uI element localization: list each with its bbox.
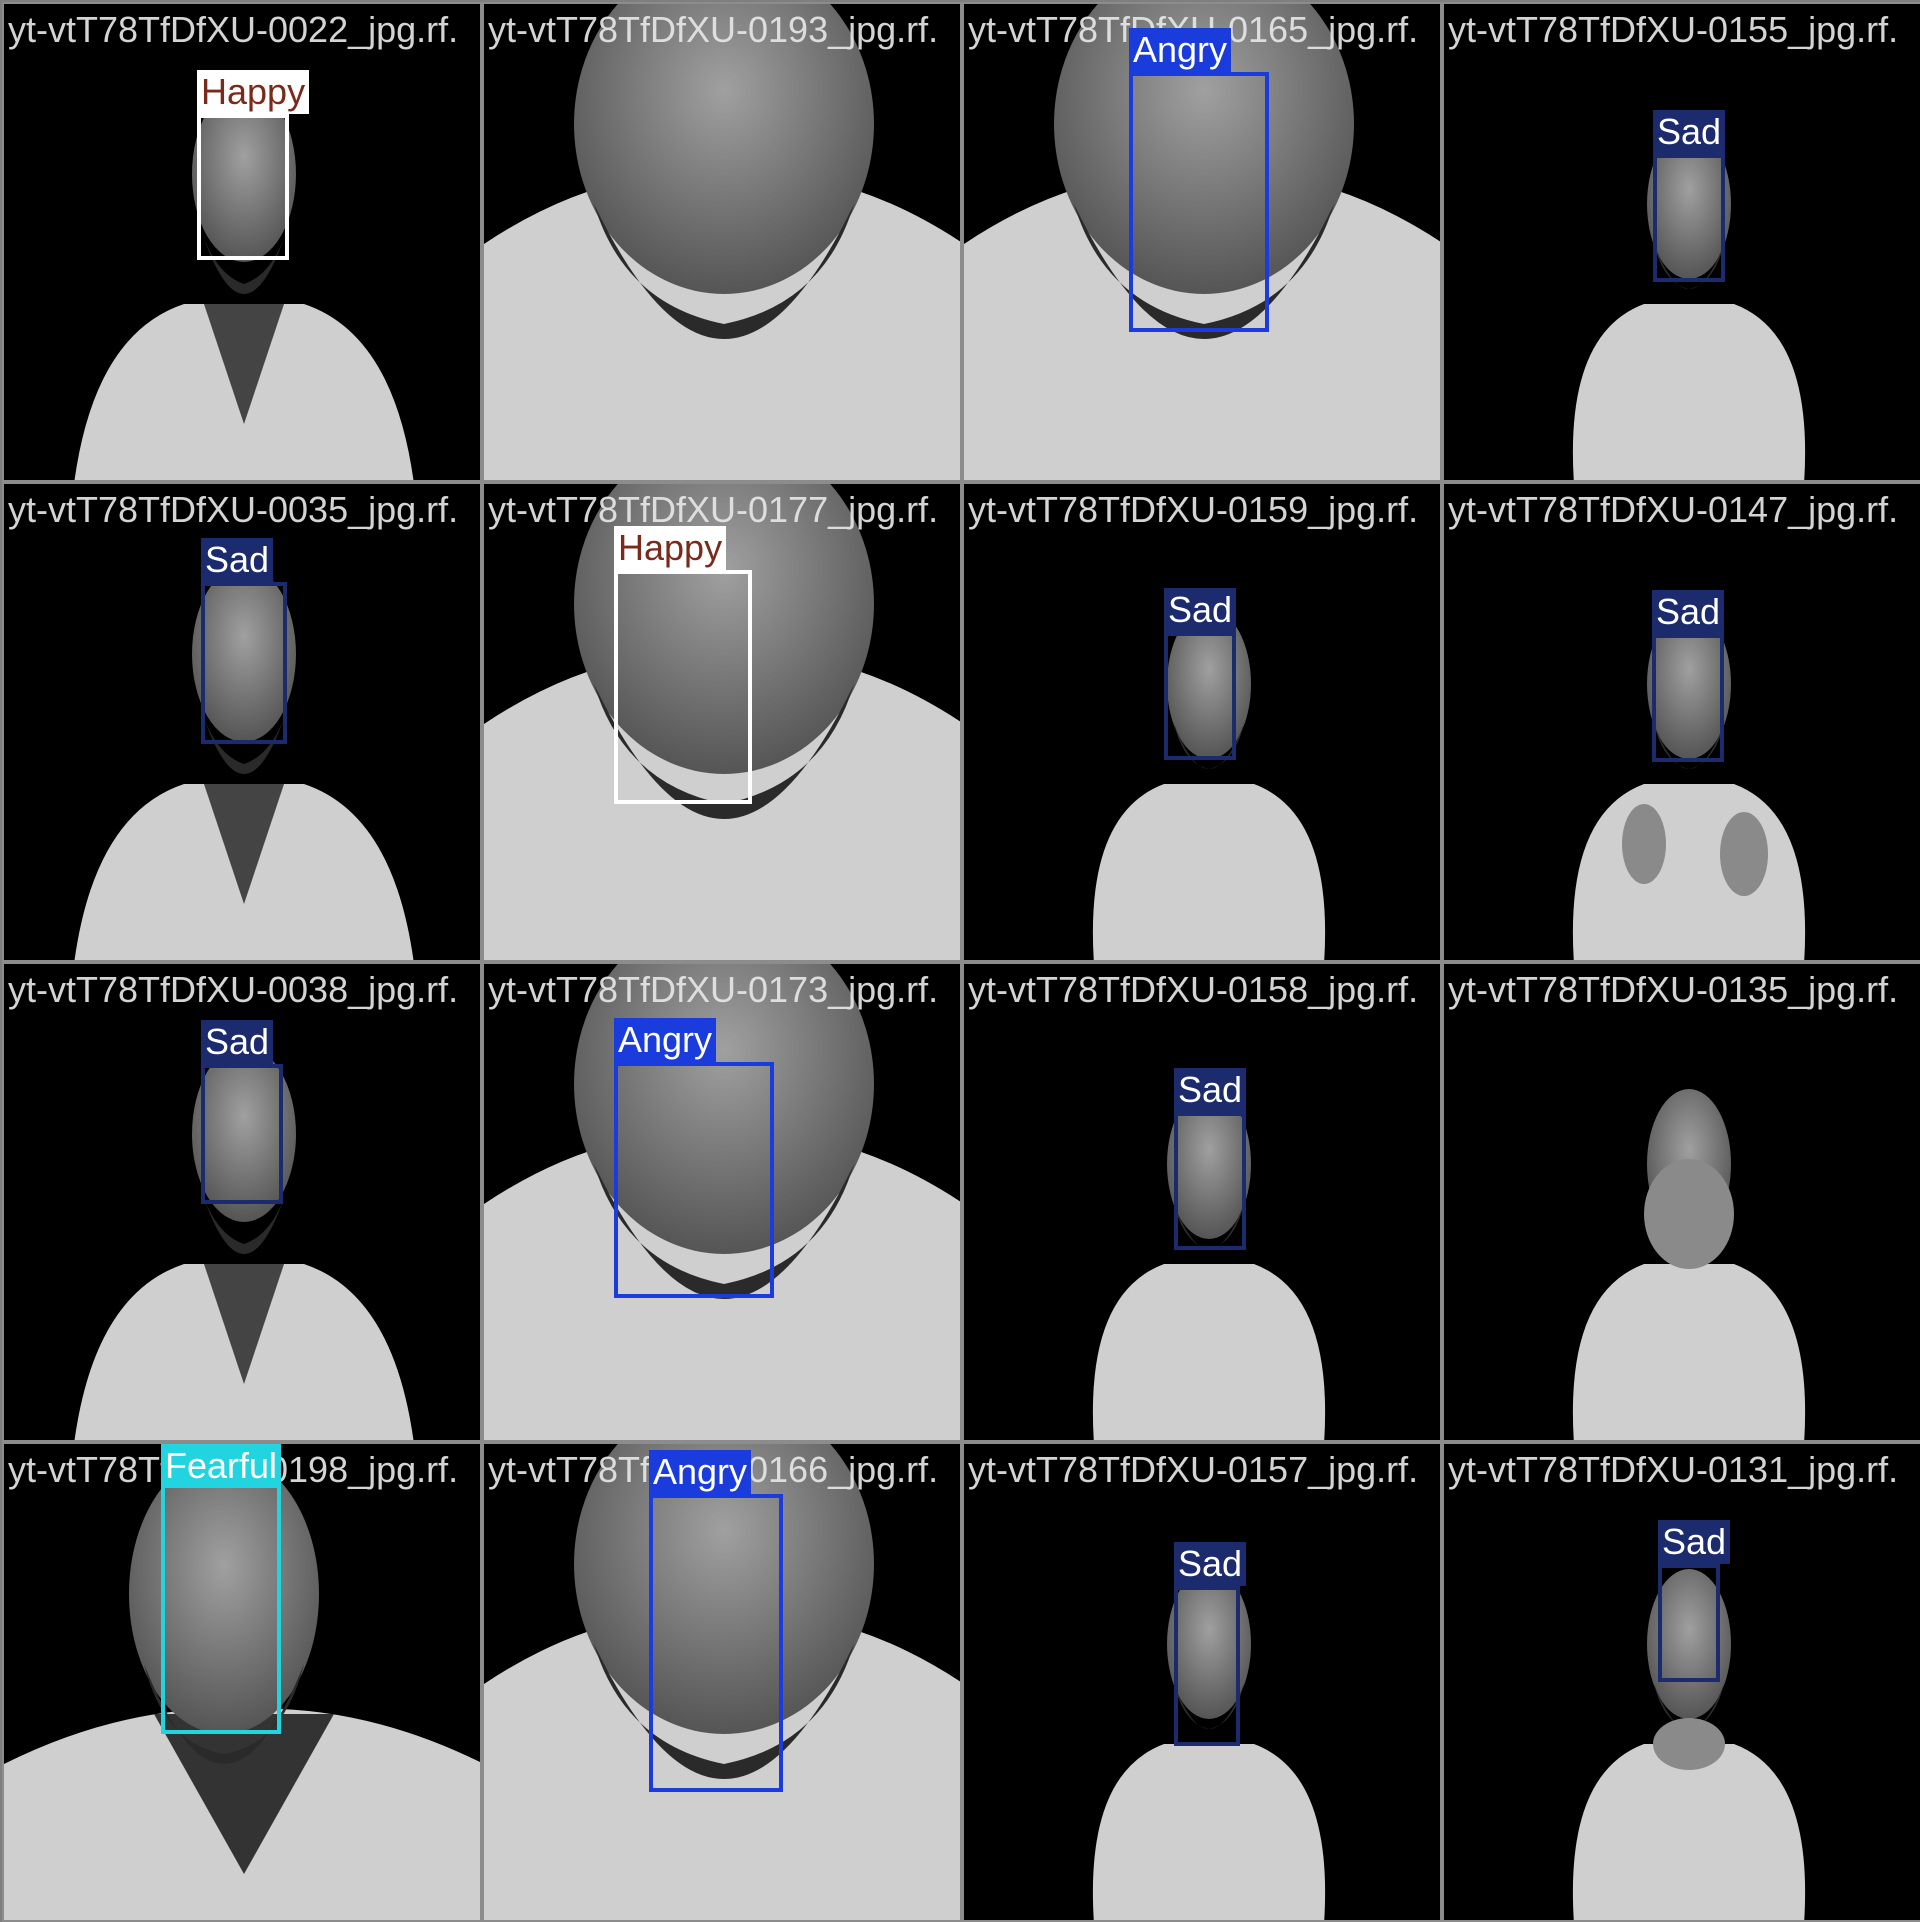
image-filename: yt-vtT78TfDfXU-0155_jpg.rf. — [1448, 9, 1899, 50]
class-label: Fearful — [161, 1444, 282, 1488]
face-photo — [964, 964, 1440, 1440]
face-photo — [964, 4, 1440, 480]
class-label: Happy — [614, 526, 727, 570]
bounding-box — [614, 570, 752, 804]
face-photo — [484, 964, 960, 1440]
image-tile: yt-vtT78TfDfXU-0165_jpg.rf.Angry — [962, 2, 1442, 482]
bounding-box — [1174, 1112, 1246, 1250]
face-photo — [4, 484, 480, 960]
image-tile: yt-vtT78TfDfXU-0131_jpg.rf. Sad — [1442, 1442, 1920, 1922]
bounding-box — [197, 114, 289, 260]
class-label: Sad — [1653, 110, 1726, 154]
bounding-box — [1129, 72, 1269, 332]
bounding-box — [1658, 1564, 1720, 1682]
image-tile: yt-vtT78TfDfXU-0173_jpg.rf. Angry — [482, 962, 962, 1442]
image-filename: yt-vtT78TfDfXU-0147_jpg.rf. — [1448, 489, 1899, 530]
bounding-box — [1174, 1586, 1240, 1746]
face-photo — [964, 1444, 1440, 1920]
class-label: Sad — [1652, 590, 1725, 634]
image-tile: yt-vtT78TfDfXU-0035_jpg.rf. Sad — [2, 482, 482, 962]
class-label: Sad — [201, 538, 274, 582]
image-tile: yt-vtT78TfDfXU-0157_jpg.rf. Sad — [962, 1442, 1442, 1922]
bounding-box — [161, 1480, 281, 1734]
bounding-box — [201, 582, 287, 744]
image-tile: yt-vtT78TfDfXU-0158_jpg.rf. Sad — [962, 962, 1442, 1442]
class-label: Angry — [614, 1018, 717, 1062]
face-photo — [4, 1444, 480, 1920]
image-filename: yt-vtT78TfDfXU-0135_jpg.rf. — [1448, 969, 1899, 1010]
image-tile: yt-vtT78TfDfXU-0147_jpg.rf. Sad — [1442, 482, 1920, 962]
class-label: Angry — [649, 1450, 752, 1494]
image-tile: yt-vtT78TfDfXU-0038_jpg.rf. Sad — [2, 962, 482, 1442]
image-tile: yt-vtT78TfDfXU-0022_jpg.rf. Happy — [2, 2, 482, 482]
image-filename: yt-vtT78TfDfXU-0022_jpg.rf. — [8, 9, 459, 50]
class-label: Happy — [197, 70, 310, 114]
image-tile: yt-vtT78TfDfXU-0135_jpg.rf. — [1442, 962, 1920, 1442]
image-filename: yt-vtT78TfDfXU-0177_jpg.rf. — [488, 489, 939, 530]
image-tile: yt-vtT78TfDfXU-0198_jpg.rf.Fearful — [2, 1442, 482, 1922]
face-photo — [1444, 964, 1920, 1440]
class-label: Sad — [1174, 1068, 1247, 1112]
face-photo — [484, 4, 960, 480]
face-photo — [484, 1444, 960, 1920]
class-label: Sad — [201, 1020, 274, 1064]
image-tile: yt-vtT78TfDfXU-0166_jpg.rf.Angry — [482, 1442, 962, 1922]
image-filename: yt-vtT78TfDfXU-0158_jpg.rf. — [968, 969, 1419, 1010]
face-photo — [1444, 4, 1920, 480]
image-tile: yt-vtT78TfDfXU-0193_jpg.rf. — [482, 2, 962, 482]
bounding-box — [614, 1062, 774, 1298]
class-label: Angry — [1129, 28, 1232, 72]
face-photo — [1444, 484, 1920, 960]
bounding-box — [201, 1064, 283, 1204]
image-filename: yt-vtT78TfDfXU-0157_jpg.rf. — [968, 1449, 1419, 1490]
image-filename: yt-vtT78TfDfXU-0173_jpg.rf. — [488, 969, 939, 1010]
image-tile: yt-vtT78TfDfXU-0159_jpg.rf. Sad — [962, 482, 1442, 962]
class-label: Sad — [1164, 588, 1237, 632]
image-tile: yt-vtT78TfDfXU-0155_jpg.rf. Sad — [1442, 2, 1920, 482]
image-filename: yt-vtT78TfDfXU-0159_jpg.rf. — [968, 489, 1419, 530]
image-tile: yt-vtT78TfDfXU-0177_jpg.rf. Happy — [482, 482, 962, 962]
bounding-box — [1164, 632, 1236, 760]
face-photo — [1444, 1444, 1920, 1920]
bounding-box — [1653, 154, 1725, 282]
face-photo — [964, 484, 1440, 960]
image-filename: yt-vtT78TfDfXU-0193_jpg.rf. — [488, 9, 939, 50]
bounding-box — [649, 1494, 783, 1792]
class-label: Sad — [1658, 1520, 1731, 1564]
bounding-box — [1652, 634, 1724, 762]
image-filename: yt-vtT78TfDfXU-0131_jpg.rf. — [1448, 1449, 1899, 1490]
class-label: Sad — [1174, 1542, 1247, 1586]
image-filename: yt-vtT78TfDfXU-0038_jpg.rf. — [8, 969, 459, 1010]
image-filename: yt-vtT78TfDfXU-0035_jpg.rf. — [8, 489, 459, 530]
